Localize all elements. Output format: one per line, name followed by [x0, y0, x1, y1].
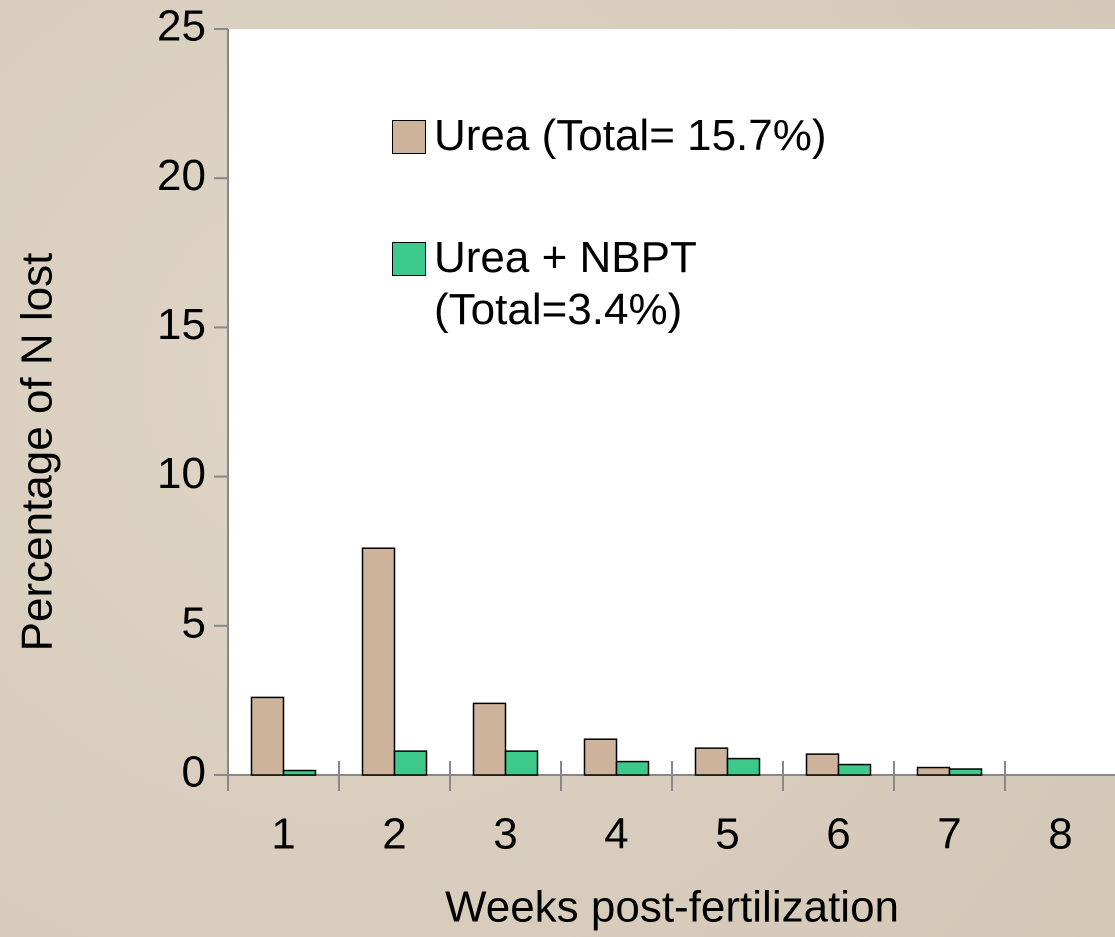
y-axis-label: Percentage of N lost: [13, 253, 62, 652]
y-tick-label: 0: [182, 748, 206, 797]
bar: [837, 763, 872, 776]
x-tick-label: 3: [493, 810, 517, 859]
bar: [393, 750, 428, 776]
bar: [805, 753, 840, 776]
bar: [282, 769, 317, 776]
bar: [615, 760, 650, 776]
legend-swatch: [392, 120, 426, 154]
bar: [361, 547, 396, 776]
legend-swatch: [392, 242, 426, 276]
x-tick-label: 2: [382, 810, 406, 859]
legend-item: Urea + NBPT (Total=3.4%): [392, 232, 752, 336]
x-tick-label: 8: [1048, 810, 1072, 859]
x-tick-label: 6: [826, 810, 850, 859]
bar: [250, 696, 285, 776]
legend-label: Urea + NBPT (Total=3.4%): [434, 233, 697, 334]
y-tick-label: 10: [157, 449, 206, 498]
bar: [726, 757, 761, 776]
y-tick-label: 5: [182, 598, 206, 647]
bar: [504, 750, 539, 776]
bar: [583, 738, 618, 776]
x-tick-label: 1: [271, 810, 295, 859]
y-tick-label: 20: [157, 151, 206, 200]
bar: [948, 768, 983, 776]
legend-label: Urea (Total= 15.7%): [434, 111, 827, 160]
x-axis-label: Weeks post-fertilization: [445, 883, 899, 932]
y-tick-label: 15: [157, 300, 206, 349]
bar: [694, 747, 729, 776]
y-tick-label: 25: [157, 2, 206, 51]
x-tick-label: 5: [715, 810, 739, 859]
x-tick-label: 4: [604, 810, 628, 859]
legend-item: Urea (Total= 15.7%): [392, 110, 827, 162]
bar: [916, 766, 951, 776]
bar: [472, 702, 507, 776]
x-tick-label: 7: [937, 810, 961, 859]
